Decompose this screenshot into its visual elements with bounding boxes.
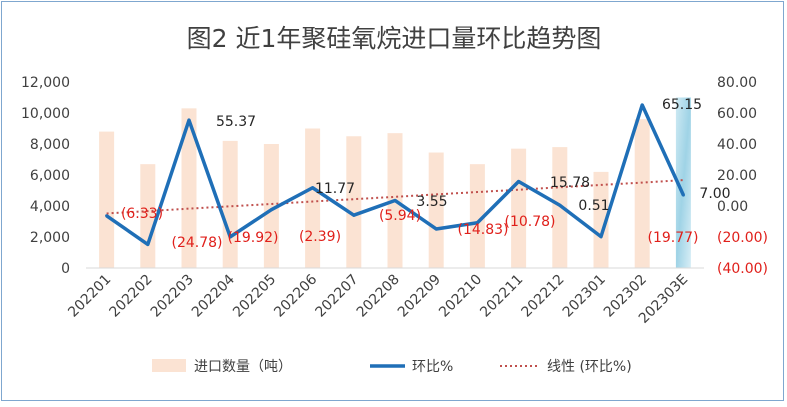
legend-label-trend: 线性 (环比%) [547, 359, 632, 375]
x-tick-label-202207: 202207 [313, 272, 362, 321]
legend-swatch-bars [152, 359, 186, 372]
legend-label-bars: 进口数量（吨） [194, 359, 292, 375]
data-label-202210: (10.78) [504, 214, 555, 230]
x-tick-label-202203: 202203 [148, 272, 197, 321]
right-tick-label: (40.00) [717, 261, 768, 277]
x-tick-label-202301: 202301 [560, 272, 609, 321]
left-tick-label: 12,000 [21, 75, 70, 91]
right-tick-label: 80.00 [717, 75, 757, 91]
point-202301 [599, 235, 603, 239]
bar-202205 [263, 144, 279, 268]
bar-202301 [593, 171, 609, 268]
legend-label-line: 环比% [412, 359, 453, 375]
data-label-202206: 11.77 [315, 181, 355, 197]
data-label-202209: (14.83) [457, 222, 508, 238]
bar-202204 [222, 140, 238, 268]
right-tick-label: (20.00) [717, 230, 768, 246]
point-202211 [517, 180, 521, 184]
point-202212 [558, 203, 562, 207]
bar-202303E [675, 97, 691, 268]
bar-202203 [181, 108, 197, 268]
bar-202211 [511, 148, 527, 268]
x-tick-label-202204: 202204 [189, 271, 238, 320]
chart-title: 图2 近1年聚硅氧烷进口量环比趋势图 [187, 24, 602, 53]
x-tick-label-202205: 202205 [230, 272, 279, 321]
bar-series [99, 97, 691, 268]
x-tick-label-202212: 202212 [519, 272, 568, 321]
left-tick-label: 4,000 [30, 199, 70, 215]
x-tick-label-202201: 202201 [65, 272, 114, 321]
bar-202210 [469, 164, 485, 268]
point-202208 [393, 198, 397, 202]
data-label-202202: (24.78) [171, 235, 222, 251]
right-tick-label: 60.00 [717, 106, 757, 122]
bar-202209 [428, 152, 444, 268]
left-axis: 0 2,000 4,000 6,000 8,000 10,000 12,000 [21, 75, 70, 277]
left-tick-label: 8,000 [30, 137, 70, 153]
legend: 进口数量（吨） 环比% 线性 (环比%) [152, 359, 632, 375]
bar-202201 [99, 131, 115, 268]
x-axis: 2022012022022022032022042022052022062022… [65, 267, 704, 327]
right-tick-label: 20.00 [717, 168, 757, 184]
data-labels: (6.33) (24.78) 55.37 (19.92) (2.39) 11.77 (5.9… [121, 97, 731, 251]
chart-canvas: 图2 近1年聚硅氧烷进口量环比趋势图 (6.33) (24.78) 55.37 (19… [21, 24, 768, 375]
bar-202207 [346, 136, 362, 268]
data-label-202208: 3.55 [416, 194, 447, 210]
x-tick-label-202209: 202209 [395, 272, 444, 321]
data-label-202205: (2.39) [299, 229, 341, 245]
x-tick-label-202206: 202206 [271, 271, 320, 320]
chart-frame: 图2 近1年聚硅氧烷进口量环比趋势图 (6.33) (24.78) 55.37 (19… [1, 1, 784, 401]
right-tick-label: 0.00 [717, 199, 748, 215]
point-202205 [269, 208, 273, 212]
bar-202302 [634, 119, 650, 268]
left-tick-label: 2,000 [30, 230, 70, 246]
data-label-202201: (6.33) [121, 206, 163, 222]
x-tick-label-202202: 202202 [107, 272, 156, 321]
point-202206 [311, 186, 315, 190]
point-202202 [146, 242, 150, 246]
point-202204 [228, 235, 232, 239]
trendline-series [106, 179, 684, 215]
point-202303E [681, 193, 685, 197]
data-label-202207: (5.94) [379, 208, 421, 224]
right-tick-label: 40.00 [717, 137, 757, 153]
left-tick-label: 10,000 [21, 106, 70, 122]
data-label-202303E: 7.00 [699, 186, 730, 202]
point-202210 [475, 221, 479, 225]
bar-202206 [305, 128, 321, 268]
trendline-path [106, 179, 684, 215]
data-label-202203: 55.37 [216, 114, 256, 130]
data-label-202302: 65.15 [662, 97, 702, 113]
point-202302 [640, 103, 644, 107]
data-label-202204: (19.92) [227, 230, 278, 246]
x-tick-label-202210: 202210 [436, 272, 485, 321]
data-label-202301: (19.77) [647, 230, 698, 246]
data-label-202211: 15.78 [550, 175, 590, 191]
point-202203 [187, 118, 191, 122]
right-axis: (40.00) (20.00) 0.00 20.00 40.00 60.00 80.00 [717, 75, 768, 277]
x-tick-label-202211: 202211 [477, 272, 526, 321]
line-series [105, 103, 685, 247]
point-202201 [105, 214, 109, 218]
left-tick-label: 0 [61, 261, 70, 277]
data-label-202212: 0.51 [578, 198, 609, 214]
left-tick-label: 6,000 [30, 168, 70, 184]
point-202207 [352, 213, 356, 217]
bar-202212 [552, 147, 568, 268]
x-tick-label-202208: 202208 [354, 272, 403, 321]
point-202209 [434, 227, 438, 231]
